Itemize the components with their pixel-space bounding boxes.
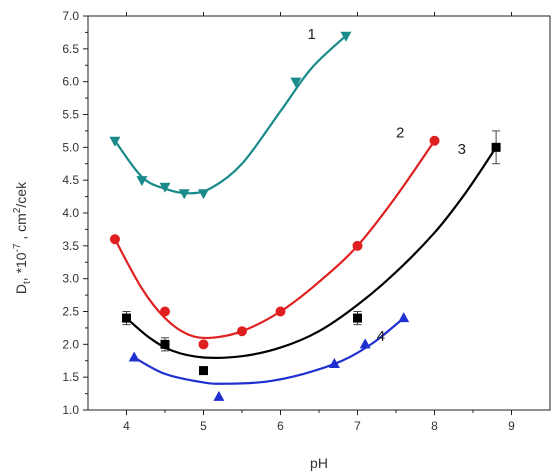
y-tick-label: 3.0 [62,272,79,286]
y-tick-label: 1.5 [62,370,79,384]
series-2-point [429,135,440,146]
series-3-point [353,313,362,323]
series-1-point [109,136,121,147]
series-3-point [199,366,208,376]
series-2-point [352,240,363,251]
series-2-point [109,234,120,245]
x-tick-label: 6 [277,419,284,433]
x-axis-label: pH [310,455,328,471]
y-tick-label: 3.5 [62,239,79,253]
plot-frame [87,15,551,411]
y-tick-label: 7.0 [62,9,79,23]
curve-label-4: 4 [377,328,385,345]
y-tick-label: 6.5 [62,42,79,56]
series-2-point [275,306,286,317]
series-1-point [290,77,302,88]
series-4-line [133,317,405,385]
series-1-line [114,34,347,195]
x-tick-label: 8 [431,419,438,433]
y-tick-label: 2.0 [62,337,79,351]
series-1-point [136,176,148,187]
x-tick-label: 9 [508,419,515,433]
x-tick-label: 4 [123,419,130,433]
y-axis-label-tail: /cek [13,181,29,208]
axes: 4 5 6 7 8 9 1.0 1.5 2.0 2.5 3.0 3.5 4.0 4.5 5.0 5.5 6.0 6… [62,9,551,433]
series-1-point [159,182,171,193]
y-tick-label: 5.0 [62,140,79,154]
series-4-point [359,338,371,349]
y-tick-label: 4.0 [62,206,79,220]
y-axis-label-exp: -7 [12,243,23,252]
series-2-point [160,306,170,317]
curve-label-3: 3 [458,141,466,158]
curve-labels: 1 2 3 4 [307,26,465,345]
y-axis-label-main: D [13,284,29,294]
y-axis-label-unit-exp: 2 [12,207,23,213]
curve-label-1: 1 [307,26,315,43]
y-axis-label-mid: , *10 [13,252,29,281]
series-2-point [237,326,247,337]
fit-curves [114,34,498,385]
y-axis-label: Dt, *10-7 , cm2/cek [12,181,33,294]
data-markers [109,31,501,401]
curve-label-2: 2 [396,124,404,141]
y-tick-label: 6.0 [62,75,79,89]
series-4-point [128,351,140,362]
series-3-point [122,313,131,323]
series-1-point [178,189,190,200]
series-1-point [340,31,352,42]
y-tick-label: 4.5 [62,173,79,187]
x-tick-label: 5 [200,419,207,433]
y-tick-label: 1.0 [62,403,79,417]
y-tick-label: 2.5 [62,305,79,319]
series-4-point [328,358,340,369]
series-1-point [198,189,209,200]
y-axis-label-sub: t [22,281,33,284]
series-4-point [398,312,410,323]
series-3-point [491,142,501,152]
series-3-line [125,146,498,359]
y-axis-label-unit: , cm [13,213,29,243]
series-4-point [213,390,225,401]
x-tick-label: 7 [354,419,361,433]
y-tick-label: 5.5 [62,108,79,122]
series-2-point [198,339,209,350]
series-3-point [160,339,170,349]
